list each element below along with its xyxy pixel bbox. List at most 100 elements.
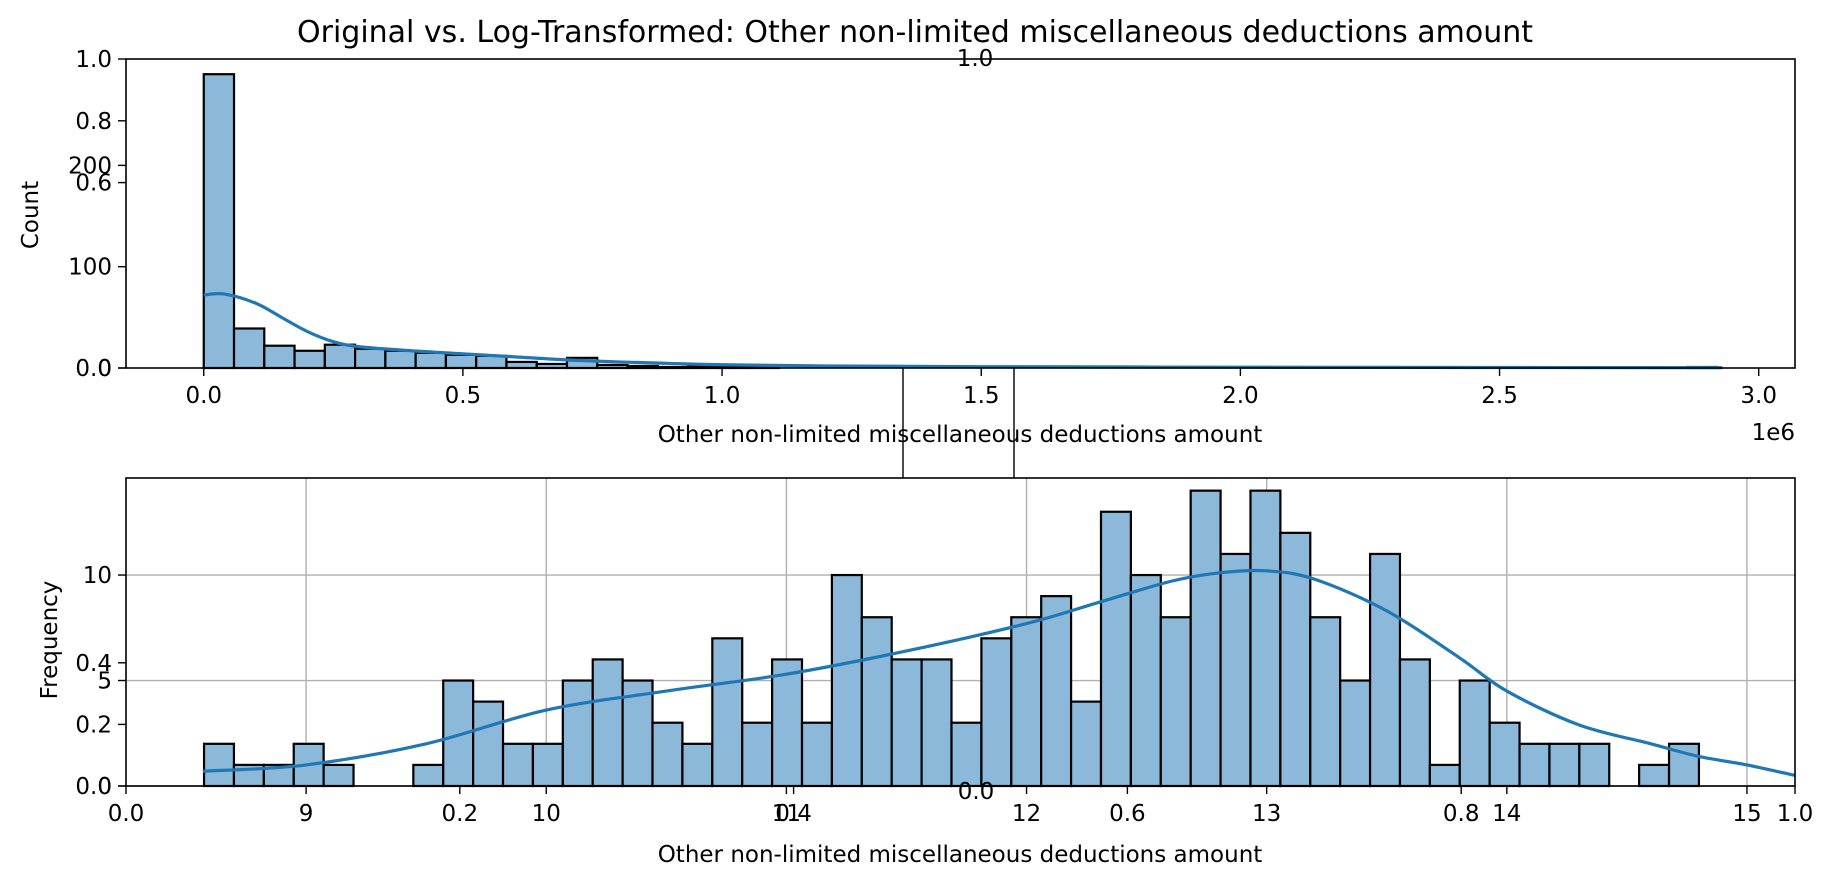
log-twin-y-tick-label-1: 0.2 xyxy=(75,712,112,738)
overlay-axes-lines xyxy=(902,368,1015,478)
log-bar-37 xyxy=(1309,616,1342,788)
original-kde-curve xyxy=(203,292,1723,370)
log-stray-label-center: 0.0 xyxy=(958,779,995,805)
log-bar-20 xyxy=(800,721,834,788)
log-twin-y-tick-label-0: 0.0 xyxy=(75,774,112,800)
log-x-tick-label-5: 14 xyxy=(1492,801,1521,827)
log-x-tick-label-1: 10 xyxy=(532,801,561,827)
log-bar-4 xyxy=(322,763,355,788)
log-bar-29 xyxy=(1069,700,1103,788)
log-bar-0 xyxy=(202,742,236,788)
original-bar-6 xyxy=(384,349,417,370)
log-twin-x-tick-label-4: 0.8 xyxy=(1443,801,1480,827)
original-axes-frame xyxy=(125,58,1796,369)
log-bar-30 xyxy=(1099,510,1132,788)
log-bar-33 xyxy=(1189,489,1222,788)
original-x-axis-label: Other non-limited miscellaneous deductio… xyxy=(658,422,1263,448)
original-y-tick-label-2: 200 xyxy=(68,153,112,179)
original-bar-8 xyxy=(444,353,478,370)
original-y-axis-label: Count xyxy=(18,181,44,249)
log-bar-12 xyxy=(561,679,594,788)
original-histogram-bars xyxy=(202,73,1719,370)
log-bar-46 xyxy=(1578,742,1611,788)
original-x-tick-label-4: 2.0 xyxy=(1222,383,1259,409)
original-bar-2 xyxy=(263,344,296,370)
log-twin-x-ticks: 0.0 0.2 0.4 0.6 0.8 1.0 xyxy=(108,786,1814,827)
log-bar-17 xyxy=(711,637,744,788)
original-y-ticks: 0 100 200 xyxy=(68,153,126,382)
log-bar-19 xyxy=(771,658,804,788)
original-x-tick-label-6: 3.0 xyxy=(1740,383,1777,409)
original-bar-7 xyxy=(414,351,448,370)
log-x-ticks: 9 10 11 12 13 14 15 xyxy=(299,786,1762,827)
log-y-tick-label-2: 10 xyxy=(83,563,112,589)
log-y-axis-label: Frequency xyxy=(37,581,63,700)
log-bar-21 xyxy=(830,573,863,788)
original-distribution-panel: 0.0 0.5 1.0 1.5 2.0 2.5 3.0 0 100 200 0.0 0.6 0.8 1… xyxy=(18,46,1796,448)
original-y-tick-label-0: 0 xyxy=(97,356,112,382)
log-bar-10 xyxy=(501,742,535,788)
log-bar-26 xyxy=(980,637,1013,788)
log-distribution-panel: 9 10 11 12 13 14 15 0 5 10 0.0 0.2 0.4 0.6 0.8 1.0 0.… xyxy=(37,477,1814,868)
log-x-tick-label-4: 13 xyxy=(1252,801,1281,827)
log-bar-34 xyxy=(1219,552,1252,788)
log-x-tick-label-2: 11 xyxy=(772,801,801,827)
log-bar-11 xyxy=(531,742,564,788)
log-twin-y-ticks: 0.0 0.2 0.4 xyxy=(75,651,126,800)
log-bar-15 xyxy=(651,721,684,788)
log-x-tick-label-6: 15 xyxy=(1732,801,1761,827)
original-bar-3 xyxy=(293,349,326,370)
log-bar-42 xyxy=(1458,679,1491,788)
original-x-tick-label-2: 1.0 xyxy=(704,383,741,409)
original-twin-y-tick-label-1: 0.6 xyxy=(75,171,112,197)
log-twin-x-tick-label-3: 0.6 xyxy=(1109,801,1146,827)
original-twin-y-tick-label-3: 1.0 xyxy=(75,47,112,73)
log-bar-27 xyxy=(1010,616,1043,788)
log-bar-13 xyxy=(591,658,624,788)
log-bar-38 xyxy=(1339,679,1372,788)
original-twin-y-tick-label-0: 0.0 xyxy=(75,356,112,382)
log-bar-28 xyxy=(1040,595,1073,788)
log-bar-41 xyxy=(1428,763,1461,788)
original-y-tick-label-1: 100 xyxy=(68,255,112,281)
log-bar-35 xyxy=(1249,489,1282,788)
original-x-tick-label-0: 0.0 xyxy=(185,383,222,409)
log-bar-23 xyxy=(890,658,923,788)
log-bar-45 xyxy=(1548,742,1581,788)
original-bar-0 xyxy=(202,73,236,370)
log-bar-31 xyxy=(1129,573,1162,788)
log-bar-16 xyxy=(681,742,714,788)
log-bar-7 xyxy=(412,763,445,788)
log-axes-frame xyxy=(125,477,1796,787)
chart-title: Original vs. Log-Transformed: Other non-… xyxy=(297,15,1533,50)
original-top-twin-label: 1.0 xyxy=(957,46,994,72)
log-twin-y-tick-label-2: 0.4 xyxy=(75,651,112,677)
original-bar-10 xyxy=(505,360,538,370)
original-x-tick-label-1: 0.5 xyxy=(445,383,482,409)
log-x-axis-label: Other non-limited miscellaneous deductio… xyxy=(658,842,1263,868)
log-bar-43 xyxy=(1488,721,1521,788)
log-twin-x-tick-label-0: 0.0 xyxy=(108,801,145,827)
log-y-tick-label-0: 0 xyxy=(97,774,112,800)
original-bar-4 xyxy=(323,343,357,370)
log-x-tick-label-3: 12 xyxy=(1012,801,1041,827)
original-bar-5 xyxy=(353,347,387,370)
original-twin-y-tick-label-2: 0.8 xyxy=(75,109,112,135)
log-bar-32 xyxy=(1159,616,1192,788)
log-bar-22 xyxy=(860,616,893,788)
original-x-tick-label-3: 1.5 xyxy=(963,383,1000,409)
log-bar-25 xyxy=(950,721,983,788)
log-x-tick-label-0: 9 xyxy=(299,801,314,827)
log-bar-9 xyxy=(472,700,505,788)
log-twin-x-tick-label-5: 1.0 xyxy=(1777,801,1814,827)
original-x-ticks: 0.0 0.5 1.0 1.5 2.0 2.5 3.0 xyxy=(185,368,1777,409)
original-bar-1 xyxy=(232,327,266,370)
log-y-tick-label-1: 5 xyxy=(97,669,112,695)
log-twin-x-tick-label-1: 0.2 xyxy=(442,801,479,827)
log-bar-40 xyxy=(1398,658,1431,788)
original-twin-y-ticks: 0.0 0.6 0.8 1.0 xyxy=(75,47,126,382)
original-x-offset-label: 1e6 xyxy=(1752,420,1795,446)
log-bar-48 xyxy=(1638,763,1671,788)
original-x-tick-label-5: 2.5 xyxy=(1481,383,1518,409)
